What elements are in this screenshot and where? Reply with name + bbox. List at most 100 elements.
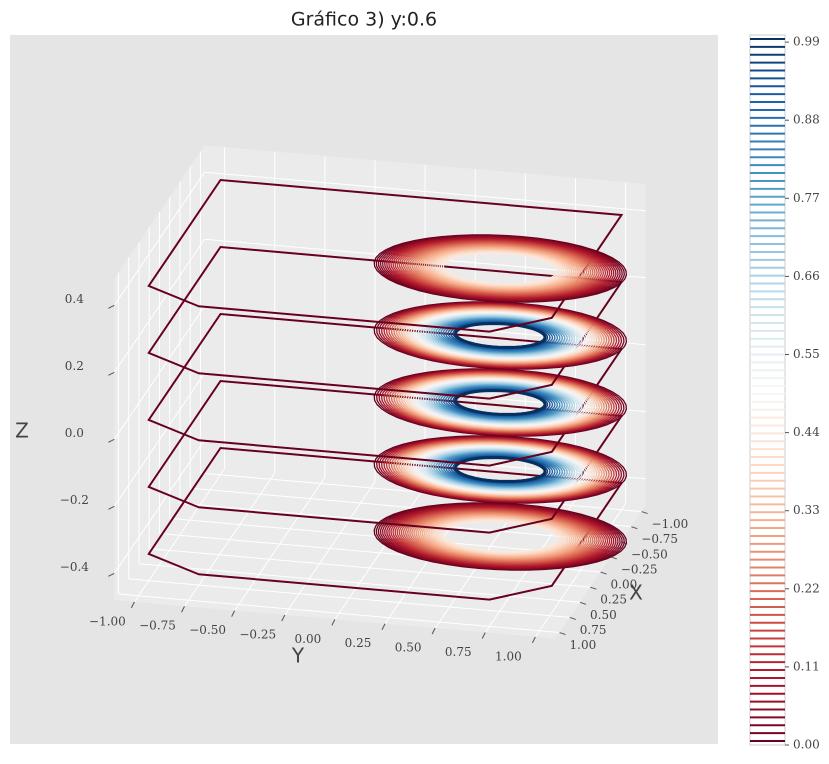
- colorbar-frame: [749, 34, 786, 746]
- contour-ring: [385, 438, 615, 501]
- colorbar-tick-label: 0.99: [793, 35, 820, 49]
- contour-ring: [410, 311, 591, 360]
- x-tick: [590, 586, 597, 590]
- contour-ring: [430, 383, 571, 422]
- contour-ring: [385, 371, 615, 434]
- contour-ring: [405, 376, 595, 429]
- colorbar-tick-label: 0.77: [793, 191, 820, 205]
- grid-line: [204, 171, 646, 212]
- x-tick-label: 0.50: [590, 608, 617, 622]
- contour-ring: [445, 387, 556, 418]
- contour-ring: [388, 439, 613, 500]
- contour-ring: [437, 452, 563, 487]
- contour-ring: [383, 370, 618, 435]
- contour-ring: [445, 454, 556, 485]
- y-tick-label: −0.25: [239, 627, 276, 641]
- contour-ring: [425, 382, 576, 423]
- grid-line: [284, 481, 376, 616]
- x-tick: [559, 632, 566, 636]
- contour-ring: [447, 454, 554, 485]
- contour-ring: [422, 448, 578, 491]
- contour-ring: [388, 305, 613, 366]
- x-tick-label: −0.50: [631, 547, 668, 561]
- x-tick-label: −0.75: [641, 532, 678, 546]
- y-tick-label: −0.50: [189, 623, 226, 637]
- contour-ring: [447, 320, 554, 351]
- contour-ring: [440, 318, 561, 353]
- colorbar-tick-label: 0.44: [793, 425, 820, 439]
- contour-ring: [408, 444, 593, 495]
- contour-ring: [427, 382, 573, 423]
- contour-ring: [373, 435, 628, 504]
- contour-ring: [388, 372, 613, 433]
- y-tick: [181, 606, 185, 613]
- y-tick-label: 0.00: [295, 632, 322, 646]
- z-tick-label: −0.4: [60, 560, 90, 574]
- contour-ring: [380, 437, 620, 502]
- contour-ring: [425, 315, 576, 356]
- colorbar-tick-label: 0.55: [793, 347, 820, 361]
- x-tick-label: 0.00: [611, 578, 638, 592]
- contour-ring: [442, 252, 558, 285]
- colorbar-tick-label: 0.33: [793, 503, 820, 517]
- x-tick: [641, 511, 648, 515]
- contour-ring: [430, 316, 571, 355]
- contour-ring: [400, 308, 600, 363]
- y-tick: [281, 614, 286, 622]
- y-tick: [331, 619, 336, 626]
- y-tick: [130, 601, 135, 609]
- contour-ring: [378, 302, 623, 369]
- contour-ring: [437, 318, 563, 353]
- z-tick: [108, 438, 115, 443]
- contour-ring: [390, 439, 610, 500]
- contour-ring: [395, 441, 605, 498]
- contour-ring: [393, 306, 608, 365]
- grid-line: [113, 305, 205, 440]
- contour-ring: [432, 384, 568, 421]
- x-tick: [600, 571, 607, 575]
- contour-ring: [410, 378, 591, 427]
- contour-ring: [378, 369, 623, 436]
- contour-ring: [395, 307, 605, 364]
- contour-ring: [398, 441, 603, 498]
- colorbar-tick-label: 0.11: [793, 659, 820, 673]
- x-axis-label: X: [629, 581, 643, 605]
- z-tick: [108, 371, 115, 376]
- contour-ring: [432, 451, 568, 488]
- colorbar-tick-label: 0.22: [793, 581, 820, 595]
- y-tick-label: 0.25: [345, 636, 372, 650]
- colorbar-tick-label: 0.00: [793, 738, 820, 752]
- contour-ring: [405, 309, 595, 362]
- grid-line: [334, 485, 426, 620]
- contour-ring: [403, 376, 598, 429]
- contour-ring: [385, 304, 615, 367]
- contour-ring: [447, 387, 554, 418]
- x-tick: [579, 601, 587, 605]
- grid-line: [113, 238, 205, 373]
- contour-ring: [403, 309, 598, 362]
- contour-ring: [445, 320, 556, 351]
- contour-ring: [425, 449, 576, 490]
- contour-ring: [415, 312, 586, 359]
- contour-ring: [437, 385, 563, 420]
- contour-ring: [410, 445, 591, 494]
- y-tick: [231, 610, 236, 617]
- contour-ring: [390, 305, 610, 366]
- contour-ring: [440, 385, 561, 420]
- x-tick-label: 1.00: [570, 638, 597, 652]
- contour-ring: [442, 386, 559, 419]
- contour-ring: [422, 314, 578, 357]
- z-tick-label: 0.4: [65, 292, 84, 306]
- grid-line: [133, 468, 226, 603]
- contour-ring: [415, 446, 586, 493]
- contour-ring: [408, 310, 593, 361]
- contour-ring: [430, 450, 571, 489]
- contour-ring: [417, 447, 583, 492]
- contour-ring: [420, 380, 581, 425]
- y-tick-label: 1.00: [495, 649, 522, 663]
- y-tick-label: −0.75: [139, 619, 176, 633]
- x-tick: [631, 526, 638, 530]
- contour-ring: [435, 384, 566, 421]
- contour-ring: [376, 435, 625, 504]
